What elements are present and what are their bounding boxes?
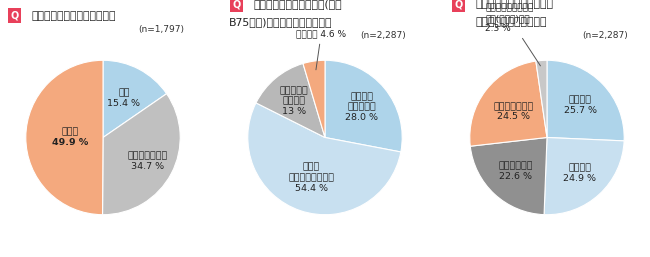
Text: (n=1,797): (n=1,797) bbox=[138, 25, 184, 34]
Text: どちらでもない
34.7 %: どちらでもない 34.7 % bbox=[127, 151, 168, 171]
Text: したことがない
24.5 %: したことがない 24.5 % bbox=[493, 102, 534, 121]
Text: たぶん
知っていると思う
54.4 %: たぶん 知っていると思う 54.4 % bbox=[289, 163, 334, 192]
Text: 時々する
24.9 %: 時々する 24.9 % bbox=[564, 163, 597, 183]
Text: (n=2,287): (n=2,287) bbox=[582, 31, 628, 40]
Wedge shape bbox=[470, 61, 547, 146]
Text: はい
15.4 %: はい 15.4 % bbox=[107, 88, 140, 107]
Wedge shape bbox=[303, 60, 325, 137]
Text: ブラジャーを購入する際、: ブラジャーを購入する際、 bbox=[476, 0, 554, 9]
Text: Q: Q bbox=[10, 11, 18, 21]
Wedge shape bbox=[325, 60, 402, 152]
Text: 店頭で試着をしますか？: 店頭で試着をしますか？ bbox=[476, 17, 547, 27]
Wedge shape bbox=[544, 137, 624, 215]
Text: 自分のブラジャーサイズ(例：: 自分のブラジャーサイズ(例： bbox=[254, 0, 342, 9]
Text: B75など)を把握していますか？: B75など)を把握していますか？ bbox=[229, 17, 332, 27]
Wedge shape bbox=[26, 60, 103, 215]
Wedge shape bbox=[248, 103, 401, 215]
Text: きちんと
知っている
28.0 %: きちんと 知っている 28.0 % bbox=[345, 92, 378, 122]
Text: (n=2,287): (n=2,287) bbox=[360, 31, 406, 40]
Text: いいえ
49.9 %: いいえ 49.9 % bbox=[53, 128, 88, 147]
Wedge shape bbox=[103, 60, 166, 137]
Wedge shape bbox=[103, 94, 180, 215]
Text: Q: Q bbox=[232, 0, 240, 9]
Text: 必ずする
25.7 %: 必ずする 25.7 % bbox=[564, 96, 597, 115]
Text: 試着はしないがサイ
ズは(事前に)測る
2.3 %: 試着はしないがサイ ズは(事前に)測る 2.3 % bbox=[485, 3, 540, 66]
Text: 知らない 4.6 %: 知らない 4.6 % bbox=[296, 30, 346, 70]
Text: どちらとも
いえない
13 %: どちらとも いえない 13 % bbox=[280, 86, 309, 116]
Text: Q: Q bbox=[454, 0, 462, 9]
Wedge shape bbox=[470, 137, 547, 215]
Text: あまりしない
22.6 %: あまりしない 22.6 % bbox=[499, 162, 533, 181]
Wedge shape bbox=[256, 63, 325, 137]
Text: 自分のバストは好きですか？: 自分のバストは好きですか？ bbox=[32, 11, 116, 21]
Wedge shape bbox=[547, 60, 624, 141]
Wedge shape bbox=[536, 60, 547, 137]
